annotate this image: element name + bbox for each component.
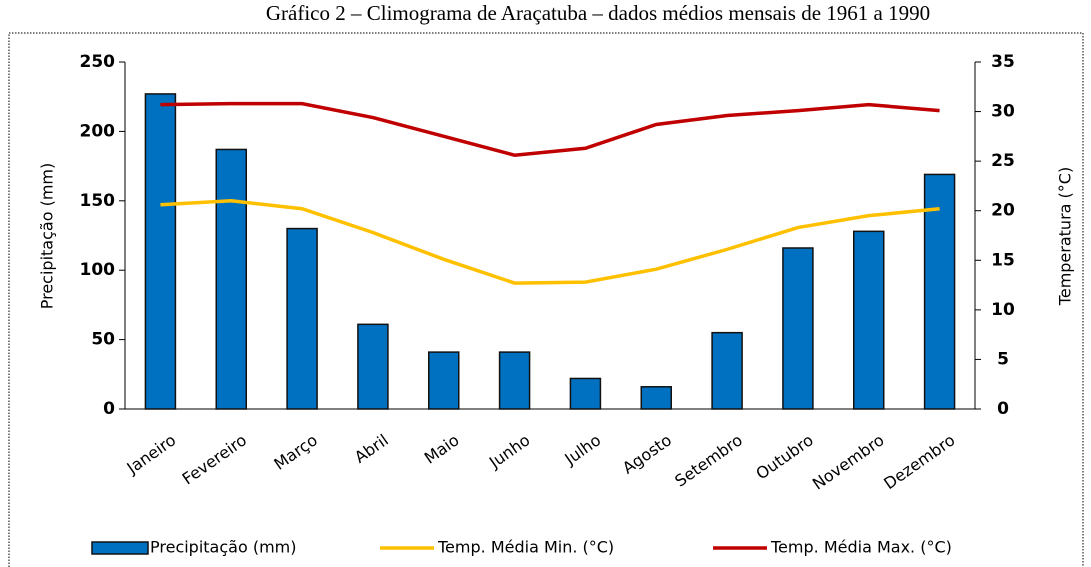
legend-label: Temp. Média Min. (°C) [437,538,614,557]
legend-label: Precipitação (mm) [150,538,297,557]
x-tick-label: Maio [421,430,463,467]
y-tick-label: 50 [91,330,115,350]
y-tick-label: 0 [103,399,115,419]
bar [357,323,389,410]
y2-tick-label: 35 [991,52,1015,72]
y2-tick-label: 15 [991,250,1015,270]
bar [923,173,956,410]
y2-tick-label: 0 [997,399,1009,419]
y-tick-label: 200 [80,121,116,141]
frame [8,32,1084,567]
bar [498,351,531,410]
y-axis-label: Precipitação (mm) [38,163,57,310]
bar [144,93,177,410]
bar [428,351,460,410]
x-tick-label: Setembro [671,430,746,490]
legend-swatch [91,541,149,555]
chart-title: Gráfico 2 – Climograma de Araçatuba – da… [266,1,930,25]
bar [286,227,318,410]
y2-tick-label: 20 [991,201,1015,221]
y-tick-label: 100 [80,260,116,280]
x-tick-label: Fevereiro [179,430,251,488]
bar [640,386,672,410]
line [160,101,940,157]
bar [711,331,743,410]
line [160,199,940,285]
y-tick-label: 250 [80,52,116,72]
x-tick-label: Agosto [619,430,675,477]
bar [853,230,885,410]
x-tick-label: Janeiro [123,430,180,478]
y2-tick-label: 10 [991,300,1015,320]
x-tick-label: Novembro [809,430,888,493]
y2-tick-label: 5 [997,349,1009,369]
x-tick-label: Julho [560,430,604,469]
x-tick-label: Março [270,430,321,473]
y2-tick-label: 30 [991,102,1015,122]
bar [215,148,247,410]
legend-label: Temp. Média Max. (°C) [770,538,952,557]
y-tick-label: 150 [80,191,116,211]
x-tick-label: Abril [351,430,392,467]
x-tick-label: Outubro [752,430,816,483]
y2-axis-label: Temperatura (°C) [1056,167,1075,306]
y2-tick-label: 25 [991,151,1015,171]
bar [782,247,814,410]
bar [569,377,602,410]
x-tick-label: Dezembro [880,430,958,493]
x-tick-label: Junho [485,430,534,472]
